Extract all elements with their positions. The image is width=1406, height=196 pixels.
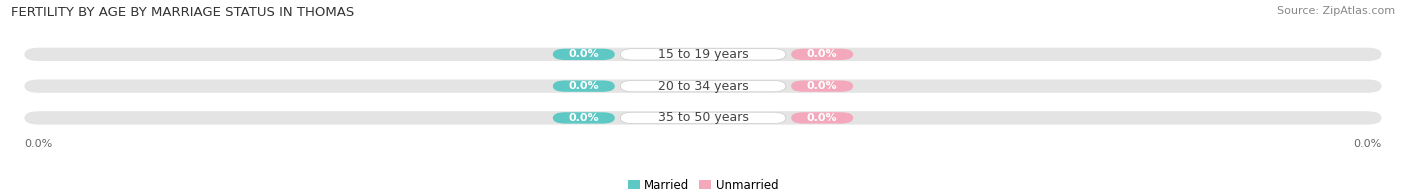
FancyBboxPatch shape	[792, 112, 853, 124]
FancyBboxPatch shape	[792, 49, 853, 60]
FancyBboxPatch shape	[553, 49, 614, 60]
FancyBboxPatch shape	[24, 111, 1382, 125]
Legend: Married, Unmarried: Married, Unmarried	[628, 179, 778, 192]
FancyBboxPatch shape	[24, 48, 1382, 61]
Text: 0.0%: 0.0%	[807, 81, 838, 91]
Text: 0.0%: 0.0%	[568, 49, 599, 59]
Text: 0.0%: 0.0%	[24, 139, 52, 149]
Text: 0.0%: 0.0%	[568, 81, 599, 91]
Text: 0.0%: 0.0%	[568, 113, 599, 123]
FancyBboxPatch shape	[553, 81, 614, 92]
FancyBboxPatch shape	[620, 49, 786, 60]
Text: 0.0%: 0.0%	[807, 113, 838, 123]
Text: FERTILITY BY AGE BY MARRIAGE STATUS IN THOMAS: FERTILITY BY AGE BY MARRIAGE STATUS IN T…	[11, 6, 354, 19]
Text: 20 to 34 years: 20 to 34 years	[658, 80, 748, 93]
FancyBboxPatch shape	[792, 81, 853, 92]
FancyBboxPatch shape	[553, 112, 614, 124]
Text: 0.0%: 0.0%	[1354, 139, 1382, 149]
FancyBboxPatch shape	[24, 79, 1382, 93]
Text: 15 to 19 years: 15 to 19 years	[658, 48, 748, 61]
Text: 0.0%: 0.0%	[807, 49, 838, 59]
Text: Source: ZipAtlas.com: Source: ZipAtlas.com	[1277, 6, 1395, 16]
FancyBboxPatch shape	[620, 81, 786, 92]
FancyBboxPatch shape	[620, 112, 786, 124]
Text: 35 to 50 years: 35 to 50 years	[658, 111, 748, 124]
